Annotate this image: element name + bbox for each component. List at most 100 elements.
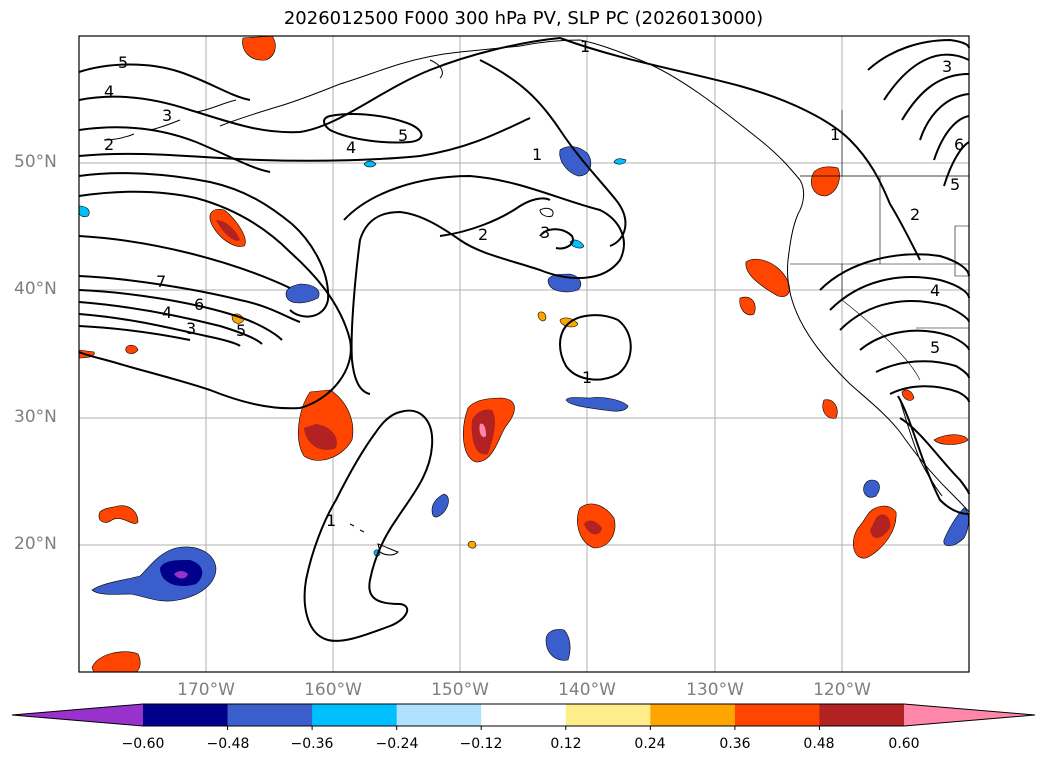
islands (429, 59, 554, 217)
colorbar-segment (819, 704, 905, 726)
pv-blob (545, 629, 571, 661)
contour-line (539, 228, 574, 250)
contour-line (78, 313, 241, 347)
contour-line (901, 73, 970, 121)
contour-line (875, 360, 970, 379)
lon-label: 170°W (177, 680, 235, 700)
contour-label: 2 (910, 205, 920, 224)
contour-line (323, 113, 423, 144)
pv-positive-anomalies (78, 35, 969, 673)
pv-blob (565, 397, 629, 412)
contour-label: 3 (162, 106, 172, 125)
contour-label: 3 (186, 319, 196, 338)
pv-blob (479, 423, 486, 438)
contour-line (439, 197, 551, 237)
contour-label: 1 (532, 145, 542, 164)
map-title: 2026012500 F000 300 hPa PV, SLP PC (2026… (283, 8, 764, 29)
colorbar-tick-label: −0.24 (375, 736, 419, 752)
colorbar-segment (143, 704, 229, 726)
colorbar-tick-label: 0.60 (888, 736, 920, 752)
contour-line (78, 289, 283, 341)
contour-line (78, 37, 561, 134)
contour-line (479, 59, 627, 247)
contour-line (943, 141, 970, 187)
island-chain (103, 99, 237, 141)
contour-line (343, 174, 625, 395)
lon-label: 160°W (304, 680, 362, 700)
contour-line (559, 37, 921, 261)
contour-line (78, 325, 191, 341)
hawaii (349, 523, 399, 556)
pv-blob (363, 160, 377, 168)
colorbar-segment (481, 704, 567, 726)
state-borders (790, 110, 970, 381)
contour-line (897, 395, 970, 515)
lat-label: 30°N (14, 407, 57, 427)
contour-line (78, 172, 330, 318)
contour-label: 2 (478, 225, 488, 244)
colorbar-tick-label: 0.48 (803, 736, 835, 752)
map-background (79, 36, 969, 672)
contour-label: 5 (398, 126, 408, 145)
contour-line (78, 63, 251, 101)
contour-line (839, 300, 970, 331)
pv-blob (242, 35, 276, 61)
map-frame (78, 35, 970, 673)
lon-label: 130°W (686, 680, 744, 700)
pv-blob (285, 283, 320, 304)
alaska-coast (219, 39, 801, 181)
pv-blob (584, 520, 602, 535)
contour-label: 3 (540, 223, 550, 242)
slp-contours (78, 37, 970, 642)
pv-blob (613, 158, 627, 165)
contour-line (859, 329, 970, 351)
pv-blob (91, 651, 141, 673)
lon-label: 150°W (431, 680, 489, 700)
pv-blob (870, 514, 891, 539)
colorbar-segment (650, 704, 736, 726)
contour-line (78, 190, 352, 410)
pv-blob (863, 479, 880, 498)
pv-negative-anomalies (78, 146, 969, 661)
contour-label: 5 (236, 321, 246, 340)
contour-line (78, 275, 301, 323)
colorbar-tick-label: −0.36 (290, 736, 334, 752)
pv-blob (467, 540, 477, 549)
colorbar-segment (396, 704, 482, 726)
contour-line (78, 301, 263, 345)
contour-line (78, 235, 291, 289)
pv-blob (98, 505, 139, 524)
contour-line (78, 126, 271, 173)
contour-line (303, 409, 434, 642)
contour-line (829, 276, 970, 311)
colorbar-extend-min (12, 704, 143, 726)
lon-label: 140°W (558, 680, 616, 700)
contour-label: 4 (346, 138, 356, 157)
contour-label: 1 (580, 37, 590, 56)
colorbar-segment (227, 704, 313, 726)
pv-blob (811, 166, 840, 197)
pv-blob (901, 389, 915, 401)
lat-label: 40°N (14, 279, 57, 299)
colorbar-extend-max (904, 704, 1035, 726)
pv-blob (174, 571, 188, 579)
contour-line (899, 417, 970, 495)
contour-label: 5 (930, 338, 940, 357)
coastlines (103, 39, 970, 556)
pv-blob (822, 399, 838, 419)
colorbar-tick-label: −0.60 (121, 736, 165, 752)
colorbar-outline (11, 703, 1036, 727)
contour-label: 7 (156, 272, 166, 291)
pv-blob (304, 424, 337, 450)
colorbar-tick-label: 0.36 (719, 736, 751, 752)
colorbar-segment (565, 704, 651, 726)
colorbar-tick-label: −0.12 (459, 736, 503, 752)
pv-blob (933, 434, 969, 445)
lat-label: 20°N (14, 534, 57, 554)
contour-label: 1 (326, 511, 336, 530)
contour-line (883, 53, 970, 101)
contour-label: 6 (194, 295, 204, 314)
contour-labels: 5 4 3 2 4 5 1 1 2 3 7 6 4 3 5 1 1 3 6 5 … (104, 37, 964, 530)
contour-label: 5 (118, 53, 128, 72)
